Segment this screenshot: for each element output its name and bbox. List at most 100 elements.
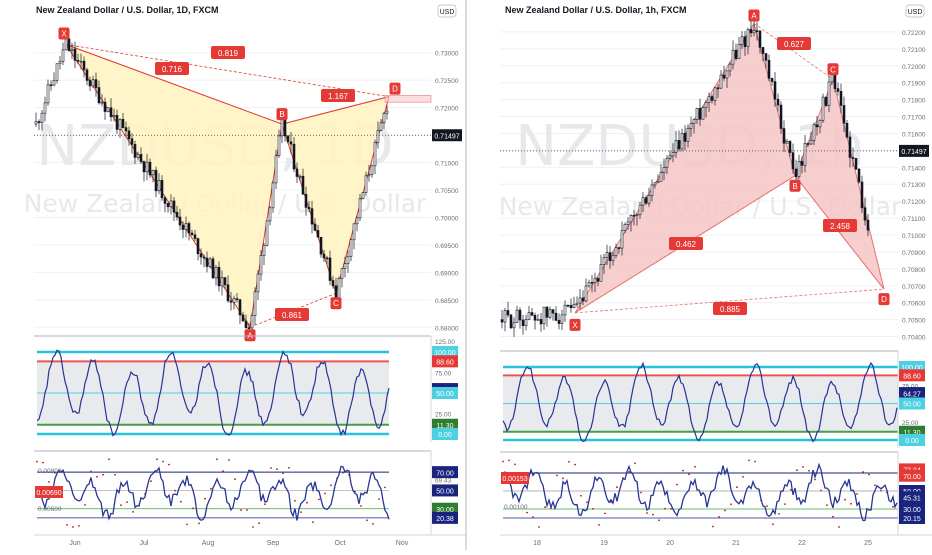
price-tick-label: 0.70500	[902, 318, 926, 325]
right-oscillator-2[interactable]: 0.001530.0010073.8470.0050.0045.3130.002…	[500, 451, 925, 535]
pattern-point-x: X	[61, 29, 67, 38]
candle-body	[617, 247, 621, 249]
oscillator-2-dot	[682, 469, 684, 472]
candle-body	[662, 167, 666, 173]
candle-body	[52, 80, 56, 86]
right-currency-label: USD	[908, 9, 923, 16]
candle-body	[659, 172, 663, 182]
candle-body	[824, 96, 828, 106]
oscillator-1-tag: 50.00	[903, 402, 921, 409]
candle-body	[106, 107, 110, 112]
right-harmonic-pattern[interactable]	[574, 22, 885, 314]
candle-body	[719, 74, 723, 89]
candle-body	[602, 257, 606, 265]
ratio-label-ac-bg	[777, 37, 811, 50]
right-currency-badge[interactable]: USD	[905, 4, 925, 18]
oscillator-2-dot	[120, 504, 122, 507]
price-tick-label: 0.71100	[902, 216, 925, 223]
pattern-point-b-bg	[789, 179, 801, 192]
oscillator-2-dot	[556, 474, 558, 477]
ratio-label-ac: 0.627	[784, 40, 805, 49]
candle-body	[337, 278, 341, 300]
last-price-tag-bg	[899, 144, 929, 157]
candle-body	[734, 49, 738, 59]
candle-body	[653, 182, 657, 186]
oscillator-2-line	[502, 462, 898, 522]
time-tick-label: 19	[600, 540, 608, 547]
candle-body	[325, 257, 329, 260]
candle-body	[842, 105, 846, 124]
candle-body	[848, 136, 852, 158]
oscillator-2-tag: 45.31	[903, 496, 921, 503]
candle-body	[223, 277, 227, 286]
candle-body	[635, 214, 639, 216]
candle-body	[539, 319, 543, 325]
oscillator-2-tick-label: 0.00600	[38, 506, 62, 513]
oscillator-2-dot	[892, 505, 894, 508]
right-price-axis[interactable]: 0.72200 0.72100 0.72000 0.71900 0.71800 0.717…	[898, 0, 929, 342]
left-time-axis[interactable]: Jun Jul Aug Sep Oct Nov	[34, 534, 466, 547]
left-oscillator-1[interactable]: 125.00100.0088.6075.0054.8050.0025.0011.…	[34, 335, 458, 442]
candle-body	[121, 119, 125, 128]
price-tick-label: 0.71300	[902, 182, 926, 189]
left-price-axis[interactable]: 0.730000.725000.720000.715000.710000.705…	[431, 0, 462, 332]
oscillator-2-dot	[84, 504, 86, 506]
candle-body	[100, 101, 104, 104]
oscillator-2-dot	[634, 462, 636, 465]
oscillator-2-dot	[544, 506, 546, 509]
candle-body	[857, 168, 861, 183]
time-tick-label: Nov	[396, 540, 409, 547]
candle-body	[599, 264, 603, 282]
candle-body	[860, 181, 864, 209]
oscillator-1-tag-bg	[899, 397, 925, 410]
oscillator-2-dot	[712, 525, 714, 528]
candle-body	[605, 252, 609, 258]
candle-body	[364, 175, 368, 193]
oscillator-2-dot	[246, 509, 248, 511]
candle-body	[728, 63, 732, 72]
price-tick-label: 0.71000	[902, 233, 926, 240]
oscillator-2-dot	[562, 477, 564, 480]
candle-body	[358, 198, 362, 219]
candle-body	[193, 234, 197, 239]
oscillator-2-dot	[742, 476, 744, 478]
oscillator-1-tag: 100.00	[901, 365, 923, 372]
candle-body	[803, 143, 807, 166]
oscillator-2-dot	[808, 469, 810, 472]
oscillator-2-dot	[150, 480, 152, 483]
candle-body	[815, 124, 819, 128]
price-tick-label: 0.72100	[902, 47, 926, 54]
left-oscillator-2[interactable]: 0.00800 0.00690 0.00600 70.0069.43 50.00 30.0…	[34, 450, 458, 535]
candle-body	[253, 291, 257, 316]
oscillator-2-tag-bg	[432, 502, 458, 515]
time-tick-label: Jul	[140, 540, 149, 547]
candle-body	[698, 107, 702, 120]
candle-body	[863, 207, 867, 221]
price-tick-label: 0.72000	[435, 106, 459, 113]
oscillator-2-dot	[580, 494, 582, 497]
candle-body	[196, 238, 200, 255]
candle-body	[512, 322, 516, 329]
oscillator-2-tag-bg	[35, 486, 63, 498]
candle-body	[304, 194, 308, 208]
candle-body	[569, 305, 573, 308]
oscillator-1-tick-label: 25.00	[435, 412, 452, 419]
left-chart-panel[interactable]: NZDUSD, 1D New Zealand Dollar / U.S. Dol…	[0, 0, 466, 550]
candle-body	[370, 165, 374, 175]
candle-body	[94, 79, 98, 88]
oscillator-2-dot	[180, 500, 182, 503]
candle-body	[313, 223, 317, 231]
candle-body	[166, 203, 170, 208]
oscillator-2-dot	[330, 484, 332, 487]
right-time-axis[interactable]: 18 19 20 21 22 25	[500, 534, 932, 547]
oscillator-2-dot	[862, 471, 864, 473]
candle-body	[515, 309, 519, 323]
candle-body	[124, 127, 128, 132]
right-pattern-labels[interactable]: X A B C D 0.462 0.627 2.458 0.885	[569, 9, 890, 331]
right-chart-panel[interactable]: NZDUSD, 1h New Zealand Dollar / U.S. Dol…	[467, 0, 932, 550]
left-currency-badge[interactable]: USD	[437, 4, 457, 18]
oscillator-2-dot	[514, 463, 516, 466]
candle-body	[379, 122, 383, 131]
